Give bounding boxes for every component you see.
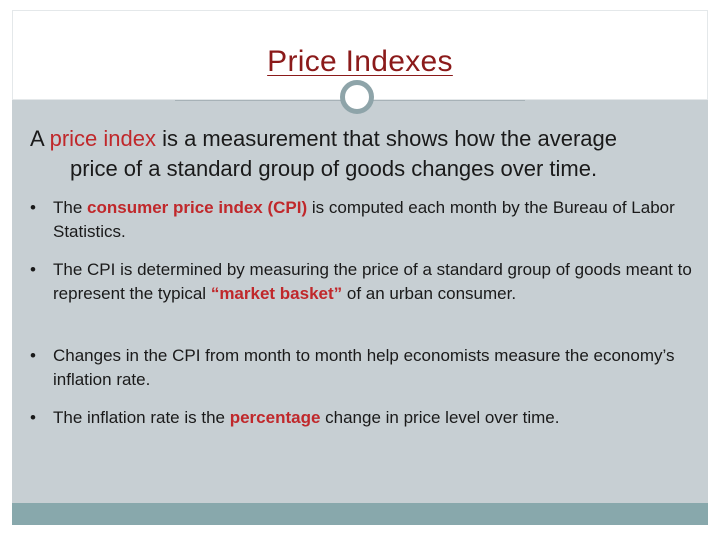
bullet-dot-icon: • bbox=[30, 346, 36, 365]
bullet-item: • The CPI is determined by measuring the… bbox=[30, 258, 700, 306]
bullet-item: • Changes in the CPI from month to month… bbox=[30, 344, 700, 392]
bullet-text-pre: Changes in the CPI from month to month h… bbox=[53, 346, 675, 389]
bullet-item: • The consumer price index (CPI) is comp… bbox=[30, 196, 700, 244]
content-area bbox=[12, 100, 708, 503]
bullet-text-post: change in price level over time. bbox=[320, 408, 560, 427]
bullet-highlight: “market basket” bbox=[210, 284, 343, 303]
bullet-text-post: of an urban consumer. bbox=[342, 284, 517, 303]
slide-title: Price Indexes bbox=[267, 45, 453, 78]
bullet-dot-icon: • bbox=[30, 408, 36, 427]
bullet-text-pre: The inflation rate is the bbox=[53, 408, 230, 427]
lead-highlight: price index bbox=[49, 126, 156, 151]
lead-paragraph: A price index is a measurement that show… bbox=[30, 124, 700, 184]
lead-text-line2: price of a standard group of goods chang… bbox=[70, 156, 598, 181]
bullet-text-post: is computed each month by the Bureau of … bbox=[53, 198, 675, 241]
bullet-text: The inflation rate is the percentage cha… bbox=[53, 406, 700, 430]
bullet-dot-icon: • bbox=[30, 198, 36, 217]
lead-text-2: is a measurement that shows how the aver… bbox=[155, 126, 617, 151]
bullet-text: The consumer price index (CPI) is comput… bbox=[53, 196, 700, 244]
bullet-text: Changes in the CPI from month to month h… bbox=[53, 344, 700, 392]
bullet-text-pre: The CPI is determined by measuring the p… bbox=[53, 260, 692, 303]
bullet-item: • The inflation rate is the percentage c… bbox=[30, 406, 700, 430]
bullet-highlight: percentage bbox=[229, 408, 321, 427]
bullet-dot-icon: • bbox=[30, 260, 36, 279]
lead-text-1: A bbox=[30, 126, 50, 151]
bullet-highlight: consumer price index (CPI) bbox=[87, 198, 308, 217]
bullet-text: The CPI is determined by measuring the p… bbox=[53, 258, 700, 306]
bullet-text-pre: The bbox=[53, 198, 88, 217]
circle-ornament bbox=[340, 80, 374, 114]
footer-band bbox=[12, 503, 708, 525]
